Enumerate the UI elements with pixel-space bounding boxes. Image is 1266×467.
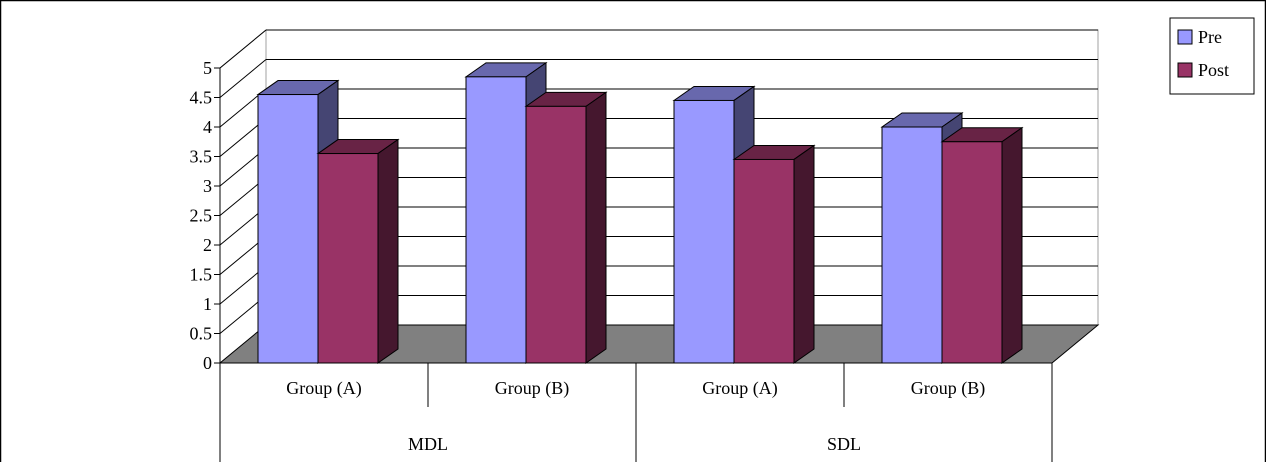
y-tick-label: 1: [203, 294, 212, 314]
y-tick-label: 1.5: [190, 265, 213, 285]
bar-side-face: [585, 91, 607, 364]
bar-front-face: [673, 99, 735, 364]
legend-label: Pre: [1198, 27, 1222, 47]
bar-front-face: [525, 105, 587, 364]
y-tick-label: 3.5: [190, 147, 213, 167]
gridline-side: [219, 29, 267, 69]
bar-side-face: [377, 138, 399, 364]
bar-post: [732, 144, 816, 364]
x-category-label: Group (A): [286, 378, 361, 399]
bar-post: [524, 91, 608, 364]
bar-front-face: [257, 94, 319, 364]
x-group-label: SDL: [827, 434, 861, 454]
legend-label: Post: [1198, 60, 1229, 80]
bar-post: [316, 138, 400, 364]
y-tick-label: 0.5: [190, 324, 213, 344]
bar-front-face: [465, 76, 527, 364]
y-tick-label: 4: [203, 117, 212, 137]
bar-front-face: [733, 158, 795, 364]
bar-front-face: [941, 141, 1003, 364]
y-tick-label: 2: [203, 235, 212, 255]
y-tick-label: 5: [203, 58, 212, 78]
y-tick-label: 3: [203, 176, 212, 196]
y-tick-label: 0: [203, 353, 212, 373]
bar-post: [940, 126, 1024, 364]
x-category-label: Group (B): [495, 378, 570, 399]
legend-swatch-pre: [1177, 29, 1193, 45]
bar-side-face: [1001, 126, 1023, 364]
bar-side-face: [793, 144, 815, 364]
y-tick-label: 4.5: [190, 88, 213, 108]
bar-front-face: [881, 126, 943, 364]
gridline-side: [219, 59, 267, 98]
x-category-label: Group (A): [702, 378, 777, 399]
x-category-label: Group (B): [911, 378, 986, 399]
legend-swatch-post: [1177, 62, 1193, 78]
y-tick-label: 2.5: [190, 206, 213, 226]
x-group-label: MDL: [408, 434, 448, 454]
bar-front-face: [317, 153, 379, 364]
